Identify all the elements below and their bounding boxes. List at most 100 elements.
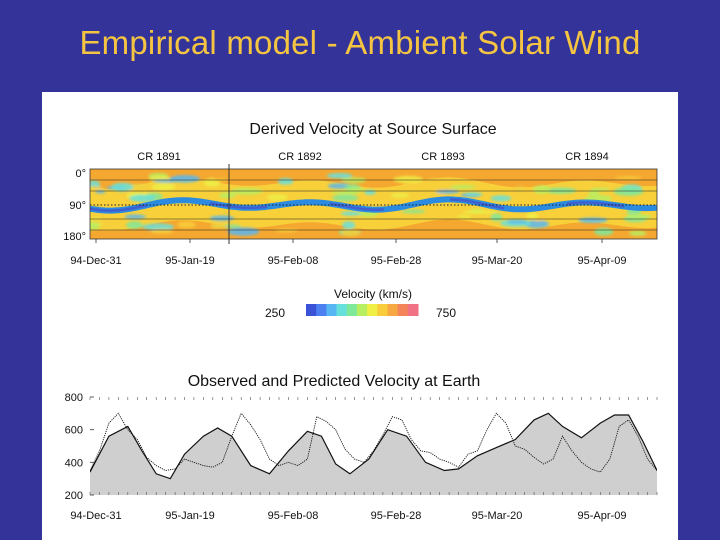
velocity-blob — [613, 186, 644, 196]
colorbar-swatch — [377, 304, 388, 316]
map-y-axis: 0° 90° 180° — [63, 168, 86, 243]
map-x-tick-label: 95-Feb-08 — [268, 255, 319, 267]
earth-x-tick-label: 95-Mar-20 — [472, 510, 523, 522]
velocity-blob — [614, 176, 642, 180]
velocity-blobs — [90, 172, 653, 237]
velocity-map — [90, 169, 657, 239]
velocity-blob — [625, 214, 653, 219]
map-y-tick-label: 90° — [69, 200, 86, 212]
velocity-blob — [449, 185, 476, 189]
velocity-blob — [590, 187, 611, 191]
velocity-blob — [490, 195, 512, 202]
velocity-blob — [129, 194, 156, 202]
velocity-blob — [219, 192, 236, 199]
velocity-blob — [346, 187, 366, 193]
earth-y-tick-label: 200 — [65, 490, 83, 502]
slide-title: Empirical model - Ambient Solar Wind — [79, 24, 641, 61]
carrington-rotation-label: CR 1894 — [565, 151, 608, 163]
earth-y-axis: 800 600 400 200 — [65, 392, 94, 502]
velocity-blob — [594, 227, 614, 236]
carrington-rotation-label: CR 1892 — [278, 151, 321, 163]
velocity-blob — [507, 220, 528, 224]
earth-y-tick-label: 600 — [65, 425, 83, 437]
colorbar-swatch — [397, 304, 409, 316]
colorbar-swatch — [387, 304, 399, 316]
figure-svg: Derived Velocity at Source Surface CR 18… — [63, 121, 658, 522]
carrington-rotation-label: CR 1893 — [421, 151, 464, 163]
carrington-rotation-labels: CR 1891 CR 1892 CR 1893 CR 1894 — [137, 151, 608, 163]
earth-y-tick-label: 800 — [65, 392, 83, 404]
velocity-blob — [152, 179, 179, 183]
map-x-tick-label: 95-Feb-28 — [371, 255, 422, 267]
velocity-blob — [342, 221, 356, 230]
earth-x-tick-label: 94-Dec-31 — [70, 510, 121, 522]
velocity-blob — [526, 212, 539, 219]
map-y-tick-label: 0° — [75, 168, 86, 180]
earth-x-tick-label: 95-Feb-28 — [371, 510, 422, 522]
velocity-blob — [326, 173, 353, 179]
map-x-tick-label: 95-Apr-09 — [578, 255, 627, 267]
earth-x-tick-label: 95-Apr-09 — [578, 510, 627, 522]
map-x-tick-label: 94-Dec-31 — [70, 255, 121, 267]
velocity-blob — [462, 210, 497, 214]
velocity-blob — [465, 192, 483, 196]
map-y-tick-label: 180° — [63, 231, 86, 243]
velocity-blob — [110, 182, 134, 192]
velocity-blob — [393, 175, 424, 184]
velocity-blob — [400, 209, 426, 214]
neutral-line — [90, 196, 657, 214]
velocity-blob — [90, 186, 103, 190]
map-gridlines — [90, 179, 657, 231]
velocity-blob — [533, 185, 551, 194]
velocity-blob — [588, 190, 600, 196]
velocity-blob — [126, 221, 143, 229]
velocity-blob — [130, 187, 154, 193]
velocity-blob — [341, 228, 361, 237]
velocity-blob — [210, 222, 227, 229]
velocity-blob — [177, 221, 196, 229]
map-x-tick-label: 95-Jan-19 — [165, 255, 215, 267]
velocity-blob — [151, 183, 176, 191]
predicted-velocity-line — [90, 412, 657, 480]
velocity-blob — [435, 189, 460, 194]
colorbar-swatch — [346, 304, 358, 316]
map-x-axis: 94-Dec-31 95-Jan-19 95-Feb-08 95-Feb-28 95-M… — [70, 239, 626, 267]
earth-x-tick-label: 95-Jan-19 — [165, 510, 215, 522]
velocity-blob — [142, 223, 175, 231]
velocity-blob — [266, 194, 288, 201]
velocity-blob — [391, 192, 410, 198]
velocity-blob — [124, 214, 146, 219]
earth-x-axis: 94-Dec-31 95-Jan-19 95-Feb-08 95-Feb-28 95-M… — [70, 397, 658, 522]
velocity-blob — [425, 178, 439, 183]
earth-x-tick-label: 95-Feb-08 — [268, 510, 319, 522]
velocity-blob — [275, 228, 299, 233]
colorbar-swatch — [367, 304, 378, 316]
velocity-blob — [227, 227, 260, 236]
earth-plot-area — [90, 412, 657, 495]
earth-y-tick-label: 400 — [65, 457, 83, 469]
velocity-colorbar — [306, 304, 419, 316]
predicted-velocity-area — [90, 413, 657, 495]
velocity-blob — [90, 219, 114, 224]
velocity-blob — [209, 215, 235, 221]
colorbar-label: Velocity (km/s) — [334, 287, 412, 301]
velocity-blob — [332, 194, 359, 202]
velocity-blob — [629, 230, 647, 236]
velocity-blob — [277, 178, 294, 185]
colorbar-swatch — [336, 304, 348, 316]
colorbar-swatch — [407, 304, 419, 316]
earth-chart-title: Observed and Predicted Velocity at Earth — [188, 373, 481, 390]
velocity-blob — [230, 187, 263, 195]
colorbar-swatch — [356, 304, 368, 316]
velocity-blob — [90, 221, 100, 231]
map-chart-title: Derived Velocity at Source Surface — [249, 121, 496, 138]
observed-velocity-line — [90, 412, 657, 473]
map-x-tick-label: 95-Mar-20 — [472, 255, 523, 267]
colorbar-swatch — [326, 304, 338, 316]
velocity-blob — [402, 183, 424, 187]
velocity-blob — [341, 211, 362, 216]
colorbar-swatch — [316, 304, 327, 316]
velocity-blob — [457, 214, 472, 219]
figure-panel: Derived Velocity at Source Surface CR 18… — [42, 92, 678, 540]
velocity-blob — [578, 217, 608, 223]
